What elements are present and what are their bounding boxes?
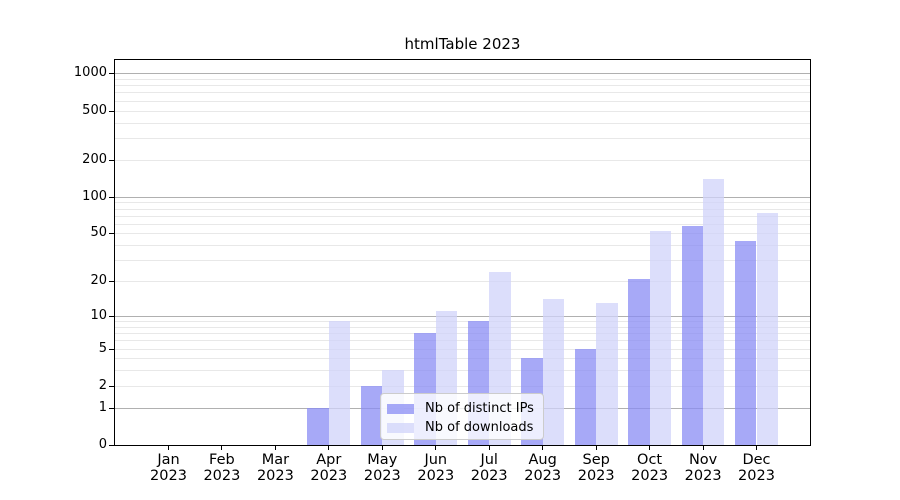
y-tick-mark <box>109 196 114 198</box>
minor-gridline <box>115 159 810 161</box>
y-tick-label: 500 <box>82 102 107 118</box>
legend: Nb of distinct IPs Nb of downloads <box>380 393 544 440</box>
minor-gridline <box>115 348 810 350</box>
legend-label-distinct-ips: Nb of distinct IPs <box>425 401 534 416</box>
legend-label-downloads: Nb of downloads <box>425 420 534 435</box>
y-tick-mark <box>109 233 114 235</box>
major-gridline <box>115 316 810 317</box>
y-tick-mark <box>109 316 114 317</box>
y-tick-mark <box>109 110 114 112</box>
major-gridline <box>115 73 810 75</box>
bar-nb-of-distinct-ips <box>735 241 757 445</box>
minor-gridline <box>115 233 810 235</box>
bar-nb-of-downloads <box>328 321 351 445</box>
minor-gridline <box>115 215 810 217</box>
minor-gridline <box>115 85 810 87</box>
minor-gridline <box>115 78 810 80</box>
x-tick-mark <box>221 446 223 450</box>
y-tick-label: 0 <box>98 437 107 452</box>
minor-gridline <box>115 202 810 204</box>
x-tick-label: May 2023 <box>363 452 401 484</box>
x-tick-label: Nov 2023 <box>684 452 722 484</box>
minor-gridline <box>115 370 810 372</box>
minor-gridline <box>115 340 810 342</box>
x-tick-mark <box>649 446 651 450</box>
x-tick-mark <box>488 446 490 450</box>
x-tick-mark <box>702 446 704 450</box>
y-tick-mark <box>109 348 114 350</box>
chart-title: htmlTable 2023 <box>404 35 521 53</box>
x-tick-mark <box>595 446 597 450</box>
bar-nb-of-distinct-ips <box>681 225 704 445</box>
x-tick-mark <box>274 446 276 450</box>
bar-nb-of-distinct-ips <box>628 278 650 445</box>
minor-gridline <box>115 223 810 225</box>
legend-swatch-downloads <box>387 422 414 433</box>
minor-gridline <box>115 110 810 112</box>
minor-gridline <box>115 358 810 360</box>
minor-gridline <box>115 281 810 283</box>
x-tick-label: Dec 2023 <box>738 452 775 484</box>
minor-gridline <box>115 208 810 210</box>
minor-gridline <box>115 260 810 262</box>
y-tick-label: 100 <box>82 188 107 204</box>
minor-gridline <box>115 333 810 335</box>
bar-nb-of-downloads <box>703 178 725 445</box>
y-tick-mark <box>109 281 114 283</box>
legend-swatch-distinct-ips <box>387 403 414 414</box>
bar-nb-of-downloads <box>542 299 565 445</box>
plot-area: Nb of distinct IPs Nb of downloads <box>114 59 811 446</box>
x-tick-label: Mar 2023 <box>256 452 294 484</box>
x-tick-label: Apr 2023 <box>310 452 348 484</box>
y-tick-label: 2 <box>98 377 107 393</box>
x-tick-mark <box>168 446 169 450</box>
y-tick-mark <box>109 445 114 446</box>
y-tick-label: 50 <box>90 225 107 241</box>
minor-gridline <box>115 137 810 139</box>
minor-gridline <box>115 321 810 323</box>
x-tick-mark <box>328 446 330 450</box>
minor-gridline <box>115 100 810 102</box>
minor-gridline <box>115 122 810 124</box>
bar-nb-of-distinct-ips <box>307 407 329 445</box>
y-tick-label: 10 <box>90 308 107 323</box>
major-gridline <box>115 196 810 198</box>
minor-gridline <box>115 245 810 247</box>
x-tick-label: Jan 2023 <box>150 452 187 484</box>
bar-nb-of-distinct-ips <box>360 385 383 445</box>
y-tick-label: 20 <box>90 273 107 289</box>
x-tick-mark <box>542 446 544 450</box>
bar-nb-of-distinct-ips <box>574 348 597 445</box>
x-tick-mark <box>756 446 757 450</box>
x-tick-label: Oct 2023 <box>631 452 669 484</box>
x-tick-label: Jun 2023 <box>417 452 455 484</box>
x-tick-label: Sep 2023 <box>577 452 615 484</box>
legend-entry-downloads: Nb of downloads <box>387 418 543 437</box>
y-tick-mark <box>109 407 114 409</box>
bar-nb-of-downloads <box>756 212 778 445</box>
x-tick-mark <box>381 446 383 450</box>
y-tick-label: 1000 <box>73 65 107 81</box>
bar-nb-of-downloads <box>649 231 671 445</box>
minor-gridline <box>115 385 810 387</box>
y-tick-label: 1 <box>98 399 107 415</box>
bar-nb-of-downloads <box>596 303 618 445</box>
y-tick-label: 200 <box>82 151 107 167</box>
y-tick-label: 5 <box>98 340 107 356</box>
y-tick-mark <box>109 159 114 161</box>
x-tick-label: Aug 2023 <box>524 452 562 484</box>
minor-gridline <box>115 326 810 328</box>
legend-entry-distinct-ips: Nb of distinct IPs <box>387 399 543 418</box>
x-tick-label: Feb 2023 <box>203 452 241 484</box>
minor-gridline <box>115 92 810 94</box>
x-tick-label: Jul 2023 <box>470 452 508 484</box>
y-tick-mark <box>109 385 114 387</box>
x-tick-mark <box>435 446 437 450</box>
y-tick-mark <box>109 73 114 75</box>
